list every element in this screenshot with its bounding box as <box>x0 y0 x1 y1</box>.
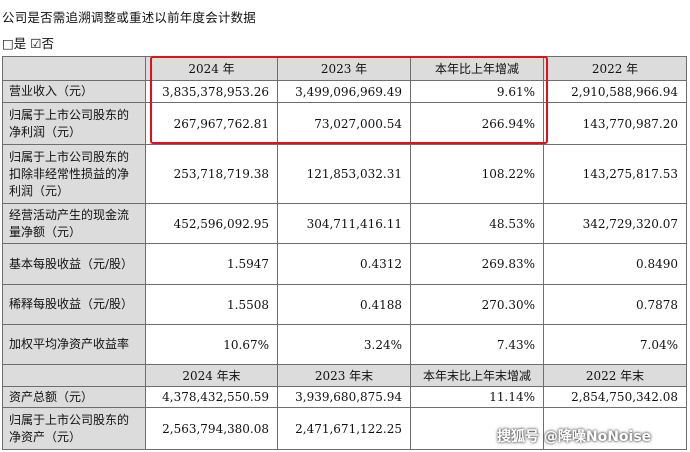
row-label: 归属于上市公司股东的净资产（元） <box>2 407 146 450</box>
header-2022: 2022 年 <box>543 56 687 81</box>
row-label: 营业收入（元） <box>2 80 146 103</box>
value-2024: 10.67% <box>145 324 278 365</box>
value-2024: 1.5947 <box>145 243 278 285</box>
row-label: 基本每股收益（元/股） <box>2 243 146 285</box>
value-2024: 3,835,378,953.26 <box>145 80 278 103</box>
header-blank-cell <box>2 364 146 387</box>
value-2024: 253,718,719.38 <box>145 144 278 204</box>
value-2022: 143,275,817.53 <box>543 144 687 204</box>
value-2022: 7.04% <box>543 324 687 365</box>
value-change: 9.61% <box>410 80 544 103</box>
table-row: 营业收入（元） 3,835,378,953.26 3,499,096,969.4… <box>2 80 687 103</box>
table-row: 归属于上市公司股东的净利润（元） 267,967,762.81 73,027,0… <box>2 102 687 145</box>
section-heading: 公司是否需追溯调整或重述以前年度会计数据 <box>2 10 257 25</box>
value-change: 7.43% <box>410 324 544 365</box>
table-header-row: 2024 年 2023 年 本年比上年增减 2022 年 <box>2 56 687 81</box>
header-2024: 2024 年 <box>145 56 278 81</box>
table-row: 加权平均净资产收益率 10.67% 3.24% 7.43% 7.04% <box>2 324 687 365</box>
value-2023: 3,499,096,969.49 <box>277 80 411 103</box>
header-blank-cell <box>2 56 146 81</box>
value-2022: 2,910,588,966.94 <box>543 80 687 103</box>
row-label: 归属于上市公司股东的净利润（元） <box>2 102 146 145</box>
value-2024: 4,378,432,550.59 <box>145 386 278 408</box>
value-2022: 2,854,750,342.08 <box>543 386 687 408</box>
header-change-end: 本年末比上年末增减 <box>410 364 544 387</box>
value-change: 108.22% <box>410 144 544 204</box>
value-2023: 3.24% <box>277 324 411 365</box>
header-2024-end: 2024 年末 <box>145 364 278 387</box>
table-row: 资产总额（元） 4,378,432,550.59 3,939,680,875.9… <box>2 386 687 408</box>
header-2023: 2023 年 <box>277 56 411 81</box>
row-label: 经营活动产生的现金流量净额（元） <box>2 203 146 244</box>
value-2024: 2,563,794,380.08 <box>145 407 278 450</box>
value-2022: 342,729,320.07 <box>543 203 687 244</box>
row-label: 加权平均净资产收益率 <box>2 324 146 365</box>
row-label: 稀释每股收益（元/股） <box>2 284 146 325</box>
watermark: 搜狐号 @降噪NoNoise <box>497 429 652 445</box>
value-change: 266.94% <box>410 102 544 145</box>
value-change: 11.14% <box>410 386 544 408</box>
table-row: 经营活动产生的现金流量净额（元） 452,596,092.95 304,711,… <box>2 203 687 244</box>
table-row: 基本每股收益（元/股） 1.5947 0.4312 269.83% 0.8490 <box>2 243 687 285</box>
value-2023: 73,027,000.54 <box>277 102 411 145</box>
value-2024: 452,596,092.95 <box>145 203 278 244</box>
header-2022-end: 2022 年末 <box>543 364 687 387</box>
value-2023: 0.4312 <box>277 243 411 285</box>
value-change: 48.53% <box>410 203 544 244</box>
header-2023-end: 2023 年末 <box>277 364 411 387</box>
value-2023: 3,939,680,875.94 <box>277 386 411 408</box>
value-2022: 0.8490 <box>543 243 687 285</box>
value-2023: 121,853,032.31 <box>277 144 411 204</box>
value-2023: 2,471,671,122.25 <box>277 407 411 450</box>
header-change: 本年比上年增减 <box>410 56 544 81</box>
financial-data-table: 2024 年 2023 年 本年比上年增减 2022 年 营业收入（元） 3,8… <box>2 56 687 450</box>
table-row: 归属于上市公司股东的扣除非经常性损益的净利润（元） 253,718,719.38… <box>2 144 687 204</box>
value-2023: 0.4188 <box>277 284 411 325</box>
row-label: 资产总额（元） <box>2 386 146 408</box>
value-2024: 1.5508 <box>145 284 278 325</box>
row-label: 归属于上市公司股东的扣除非经常性损益的净利润（元） <box>2 144 146 204</box>
value-2022: 143,770,987.20 <box>543 102 687 145</box>
restatement-choice: □是 ☑否 <box>2 36 54 51</box>
value-2022 <box>543 407 687 450</box>
value-2024: 267,967,762.81 <box>145 102 278 145</box>
table-header-row: 2024 年末 2023 年末 本年末比上年末增减 2022 年末 <box>2 364 687 387</box>
value-change: 270.30% <box>410 284 544 325</box>
table-row: 归属于上市公司股东的净资产（元） 2,563,794,380.08 2,471,… <box>2 407 687 450</box>
table-row: 稀释每股收益（元/股） 1.5508 0.4188 270.30% 0.7878 <box>2 284 687 325</box>
value-change <box>410 407 544 450</box>
value-2022: 0.7878 <box>543 284 687 325</box>
value-2023: 304,711,416.11 <box>277 203 411 244</box>
value-change: 269.83% <box>410 243 544 285</box>
